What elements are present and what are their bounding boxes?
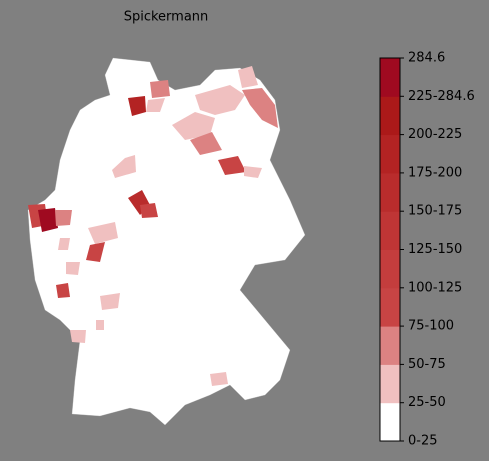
colorbar-tick-label: 284.6 <box>408 51 445 66</box>
germany-map <box>27 57 306 426</box>
colorbar-segment <box>380 249 400 289</box>
region <box>150 80 170 98</box>
colorbar-tick-label: 175-200 <box>408 165 462 180</box>
region <box>140 203 158 218</box>
colorbar-segment <box>380 364 400 404</box>
colorbar-tick-label: 100-125 <box>408 280 462 295</box>
colorbar-tick-label: 25-50 <box>408 395 446 410</box>
colorbar-segment <box>380 211 400 250</box>
region <box>70 330 86 343</box>
region <box>96 320 104 330</box>
colorbar-segment <box>380 402 400 442</box>
colorbar-tick-label: 75-100 <box>408 319 454 334</box>
region <box>86 242 105 262</box>
map-title: Spickermann <box>124 10 209 25</box>
region <box>242 88 278 128</box>
region <box>172 112 215 140</box>
colorbar-tick-label: 150-175 <box>408 204 462 219</box>
colorbar-segment <box>380 58 400 97</box>
colorbar-segment <box>380 172 400 212</box>
region <box>88 222 118 244</box>
region <box>66 262 80 275</box>
colorbar-segment <box>380 326 400 365</box>
colorbar-tick-label: 200-225 <box>408 127 462 142</box>
colorbar-tick-label: 225-284.6 <box>408 89 475 104</box>
colorbar-segment <box>380 287 400 327</box>
region <box>55 210 72 226</box>
colorbar-segment <box>380 96 400 136</box>
region <box>244 166 262 178</box>
region <box>238 66 258 88</box>
region <box>146 98 165 112</box>
region <box>128 96 146 116</box>
colorbar-tick-label: 125-150 <box>408 242 462 257</box>
region <box>56 283 70 298</box>
region <box>218 156 246 175</box>
region <box>112 155 136 178</box>
colorbar-tick-label: 50-75 <box>408 357 446 372</box>
region <box>38 208 58 232</box>
region <box>100 293 120 310</box>
region <box>210 372 228 386</box>
colorbar-segment <box>380 134 400 174</box>
region <box>195 85 245 115</box>
country-outline <box>27 57 306 426</box>
region <box>190 132 222 155</box>
colorbar-tick-label: 0-25 <box>408 434 438 449</box>
region <box>58 238 70 250</box>
